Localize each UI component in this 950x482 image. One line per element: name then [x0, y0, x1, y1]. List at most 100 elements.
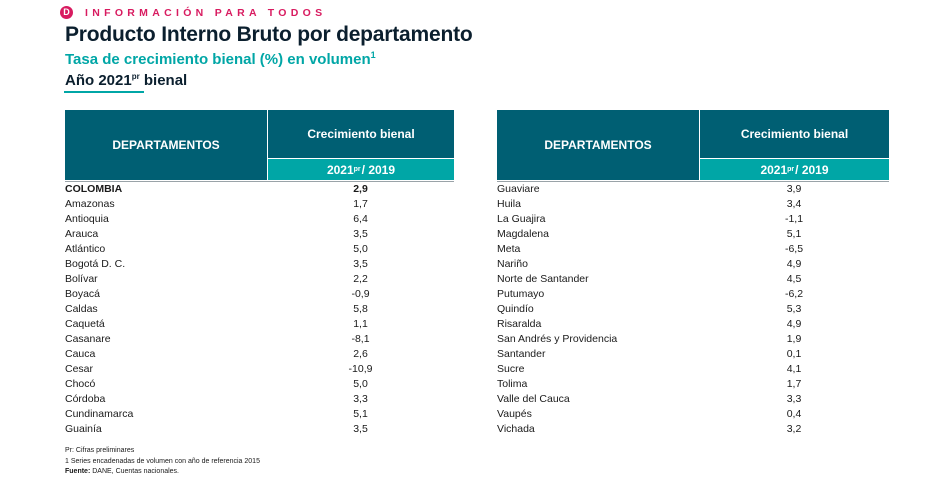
department-name: Caquetá [65, 318, 105, 330]
table-row: Valle del Cauca 3,3 [497, 392, 889, 407]
department-name: Risaralda [497, 318, 542, 330]
department-name: Amazonas [65, 198, 115, 210]
table-row: Caldas 5,8 [65, 302, 454, 317]
growth-value: 1,7 [353, 198, 368, 210]
table-row: Casanare -8,1 [65, 332, 454, 347]
footnote-source: Fuente: DANE, Cuentas nacionales. [65, 468, 179, 475]
dane-logo-icon: D [60, 6, 73, 19]
growth-value: 4,1 [786, 363, 802, 375]
table-header: DEPARTAMENTOS Crecimiento bienal 2021 pr /… [497, 110, 889, 180]
table-row: COLOMBIA 2,9 [65, 182, 454, 197]
department-name: Norte de Santander [497, 273, 589, 285]
growth-value: -0,9 [351, 288, 370, 300]
table-row: Quindío 5,3 [497, 302, 889, 317]
growth-value: -8,1 [351, 333, 370, 345]
department-name: Caldas [65, 303, 98, 315]
col-header-crecimiento: Crecimiento bienal 2021 pr/ 2019 [700, 110, 889, 180]
table-row: Chocó 5,0 [65, 377, 454, 392]
table-row: Nariño 4,9 [497, 257, 889, 272]
department-name: Meta [497, 243, 521, 255]
department-name: Arauca [65, 228, 99, 240]
growth-value: 0,1 [786, 348, 802, 360]
department-name: Guainía [65, 423, 102, 435]
growth-value: 5,0 [353, 378, 368, 390]
growth-value: 4,9 [786, 318, 802, 330]
growth-value: 3,2 [786, 423, 802, 435]
growth-value: 3,5 [353, 228, 368, 240]
page-subtitle: Tasa de crecimiento bienal (%) en volume… [65, 50, 376, 68]
growth-value: 3,5 [353, 258, 368, 270]
growth-value: 3,3 [353, 393, 368, 405]
table-row: Risaralda 4,9 [497, 317, 889, 332]
table-row: La Guajira -1,1 [497, 212, 889, 227]
table-body-right: Guaviare 3,9 Huila 3,4 La Guajira -1,1 Magdale… [497, 181, 889, 437]
table-row: San Andrés y Providencia 1,9 [497, 332, 889, 347]
table-row: Cundinamarca 5,1 [65, 407, 454, 422]
page-title: Producto Interno Bruto por departamento [65, 23, 473, 46]
footnote-series: 1 Series encadenadas de volumen con año … [65, 457, 260, 465]
department-name: Quindío [497, 303, 534, 315]
table-row: Huila 3,4 [497, 197, 889, 212]
department-name: Vaupés [497, 408, 532, 420]
table-row: Vichada 3,2 [497, 422, 889, 437]
table-row: Córdoba 3,3 [65, 392, 454, 407]
growth-value: 2,2 [353, 273, 368, 285]
growth-value: -1,1 [784, 213, 804, 225]
department-name: Valle del Cauca [497, 393, 570, 405]
table-row: Meta -6,5 [497, 242, 889, 257]
year-label: Año 2021pr bienal [65, 72, 188, 89]
growth-value: 2,6 [353, 348, 368, 360]
department-name: La Guajira [497, 213, 546, 225]
table-row: Vaupés 0,4 [497, 407, 889, 422]
table-row: Cesar -10,9 [65, 362, 454, 377]
department-name: Atlántico [65, 243, 106, 255]
table-row: Atlántico 5,0 [65, 242, 454, 257]
department-name: Guaviare [497, 183, 540, 195]
table-row: Arauca 3,5 [65, 227, 454, 242]
table-left: DEPARTAMENTOS Crecimiento bienal 2021 pr /… [65, 110, 454, 437]
footnotes: Pr: Cifras preliminares 1 Series encaden… [65, 446, 260, 478]
growth-value: 1,7 [786, 378, 802, 390]
growth-value: 3,4 [786, 198, 802, 210]
col-header-crecimiento-label: Crecimiento bienal [268, 110, 454, 158]
col-header-departamentos: DEPARTAMENTOS [497, 110, 699, 180]
table-row: Antioquia 6,4 [65, 212, 454, 227]
growth-value: 0,4 [786, 408, 802, 420]
department-name: Cauca [65, 348, 96, 360]
department-name: Sucre [497, 363, 525, 375]
department-name: Boyacá [65, 288, 101, 300]
department-name: Tolima [497, 378, 528, 390]
department-name: Antioquia [65, 213, 109, 225]
table-row: Tolima 1,7 [497, 377, 889, 392]
growth-value: 4,9 [786, 258, 802, 270]
growth-value: -10,9 [348, 363, 373, 375]
col-header-departamentos: DEPARTAMENTOS [65, 110, 267, 180]
department-name: Chocó [65, 378, 96, 390]
growth-value: 2,9 [353, 183, 368, 195]
table-header: DEPARTAMENTOS Crecimiento bienal 2021 pr /… [65, 110, 454, 180]
department-name: Bogotá D. C. [65, 258, 126, 270]
table-row: Bogotá D. C. 3,5 [65, 257, 454, 272]
table-row: Amazonas 1,7 [65, 197, 454, 212]
growth-value: 5,1 [353, 408, 368, 420]
table-row: Putumayo -6,2 [497, 287, 889, 302]
table-right: DEPARTAMENTOS Crecimiento bienal 2021 pr /… [497, 110, 889, 437]
col-header-crecimiento: Crecimiento bienal 2021 pr/ 2019 [268, 110, 454, 180]
growth-value: 5,0 [353, 243, 368, 255]
table-row: Guainía 3,5 [65, 422, 454, 437]
department-name: Cesar [65, 363, 94, 375]
year-underline [64, 91, 144, 93]
department-name: Cundinamarca [65, 408, 134, 420]
department-name: Bolívar [65, 273, 98, 285]
department-name: Córdoba [65, 393, 106, 405]
department-name: Nariño [497, 258, 528, 270]
growth-value: -6,5 [784, 243, 804, 255]
growth-value: 3,3 [786, 393, 802, 405]
department-name: Santander [497, 348, 546, 360]
growth-value: 3,5 [353, 423, 368, 435]
growth-value: 5,8 [353, 303, 368, 315]
table-row: Cauca 2,6 [65, 347, 454, 362]
table-row: Boyacá -0,9 [65, 287, 454, 302]
growth-value: 1,9 [786, 333, 802, 345]
growth-value: 5,1 [786, 228, 802, 240]
